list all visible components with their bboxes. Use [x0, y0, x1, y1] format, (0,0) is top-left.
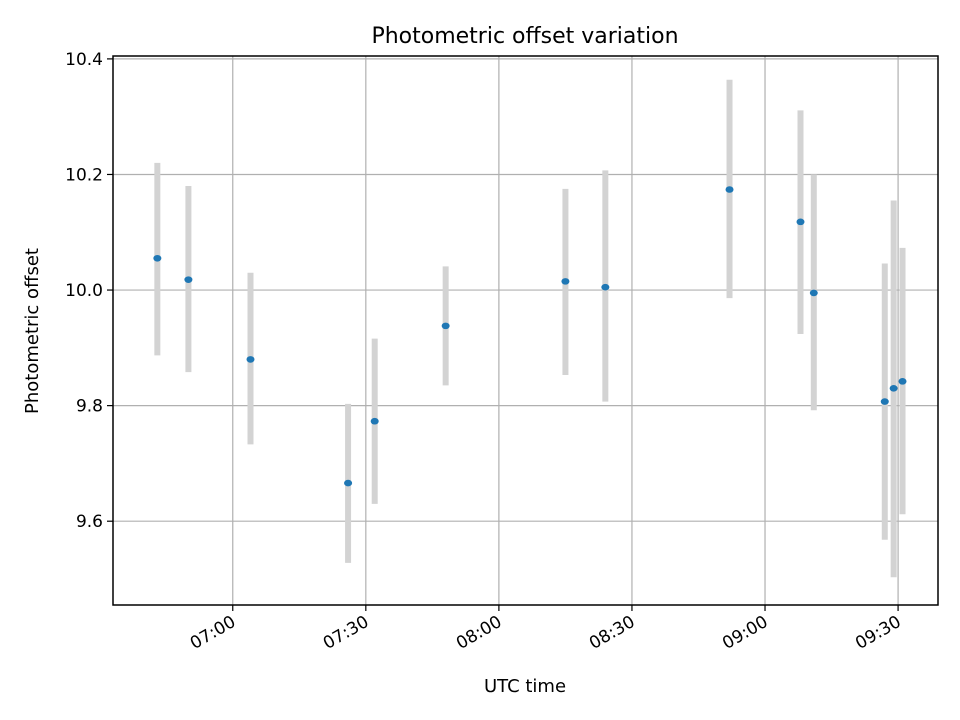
y-tick-label: 9.6	[76, 512, 103, 532]
plot-frame	[112, 55, 939, 606]
data-point	[246, 356, 255, 363]
data-point	[898, 378, 907, 385]
y-tick-label: 10.2	[65, 165, 103, 185]
data-point	[153, 254, 162, 262]
data-point	[344, 479, 353, 487]
data-point	[889, 384, 898, 392]
y-tick-label: 10.4	[65, 50, 103, 70]
y-axis-label: Photometric offset	[22, 248, 43, 414]
y-tick-label: 10.0	[65, 281, 103, 301]
data-point	[370, 417, 379, 425]
data-point	[601, 283, 610, 291]
y-tick-label: 9.8	[76, 397, 103, 417]
x-axis-label: UTC time	[484, 676, 566, 697]
data-point	[809, 289, 818, 297]
data-point	[184, 276, 193, 283]
data-point	[561, 278, 570, 285]
data-point	[725, 186, 734, 193]
data-point	[796, 218, 805, 226]
data-point	[880, 398, 889, 405]
data-point	[441, 322, 450, 330]
data-points	[153, 186, 907, 487]
y-axis-ticks: 9.6 9.8 10.0 10.2 10.4	[65, 50, 113, 532]
chart-title: Photometric offset variation	[371, 24, 678, 49]
